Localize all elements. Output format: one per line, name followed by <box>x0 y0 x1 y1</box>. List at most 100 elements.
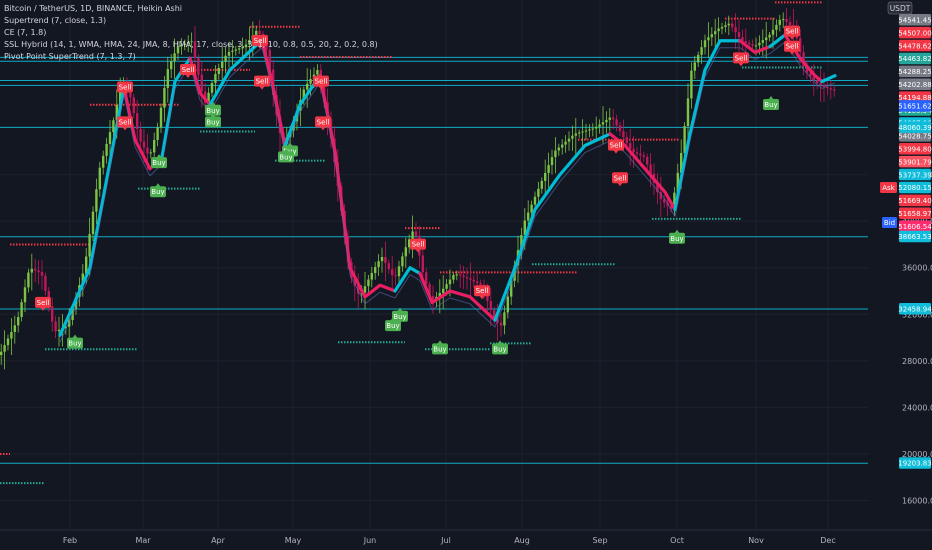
ssl-band <box>769 41 786 54</box>
price-tag-label: 54194.88 <box>898 94 931 102</box>
price-tag <box>899 181 931 194</box>
signal-label: Sell <box>119 118 132 126</box>
price-tag <box>899 302 931 315</box>
ssl-baseline <box>673 39 742 212</box>
candle-body <box>686 98 690 127</box>
x-tick-label: Dec <box>820 536 835 545</box>
candle-body <box>714 31 717 35</box>
price-tag-label: 51651.62 <box>898 103 931 111</box>
signal-label: Sell <box>119 83 132 91</box>
candle-body <box>153 140 156 153</box>
buy-signal <box>151 157 167 169</box>
candle-body <box>564 141 567 145</box>
x-tick-label: Oct <box>670 536 684 545</box>
candle-body <box>605 119 608 123</box>
candle-body <box>571 135 574 139</box>
signal-label: Buy <box>393 313 406 321</box>
price-tag <box>899 52 931 65</box>
price-tag <box>899 457 931 469</box>
price-tag <box>899 91 931 103</box>
signal-label: Sell <box>476 287 489 295</box>
signal-label: Sell <box>317 118 330 126</box>
ssl-baseline <box>738 39 772 54</box>
candle-body <box>448 279 452 285</box>
candle-body <box>622 131 625 138</box>
candle-body <box>782 18 785 20</box>
candle-body <box>822 85 826 88</box>
candle-body <box>414 231 418 236</box>
price-tag-label: 51658.97 <box>898 210 931 218</box>
sell-signal <box>313 75 329 87</box>
candle-body <box>95 189 98 212</box>
candle-body <box>363 286 367 293</box>
signal-label: Buy <box>206 107 219 115</box>
candle-body <box>374 267 377 274</box>
candle-body <box>156 127 159 141</box>
candle-body <box>676 172 679 193</box>
candle-body <box>370 273 373 280</box>
candle-body <box>489 301 492 311</box>
ssl-band <box>674 47 740 217</box>
buy-signal <box>278 151 294 163</box>
candle-body <box>459 274 462 276</box>
signal-label: Sell <box>614 174 627 182</box>
signal-label: Buy <box>386 322 399 330</box>
candle-body <box>397 266 401 277</box>
currency-badge <box>887 1 913 15</box>
candle-body <box>741 37 744 42</box>
price-tag <box>899 194 931 207</box>
candle-body <box>584 130 588 132</box>
price-tag-label: 48060.39 <box>898 124 931 132</box>
candle-body <box>54 321 57 332</box>
candle-body <box>578 132 581 134</box>
price-tag <box>899 230 931 243</box>
candle-body <box>108 132 112 144</box>
price-tag <box>899 14 931 26</box>
sell-signal <box>612 172 628 184</box>
candle-body <box>445 284 448 289</box>
x-tick-label: Apr <box>211 536 226 545</box>
candle-body <box>166 69 169 88</box>
candle-body <box>163 87 166 108</box>
candle-body <box>761 40 764 43</box>
candle-body <box>40 272 44 276</box>
price-tag-label: 53737.39 <box>898 171 931 179</box>
candle-body <box>214 74 217 83</box>
candle-body <box>105 143 108 156</box>
candle-body <box>595 126 598 129</box>
currency-label: USDT <box>890 4 911 13</box>
candle-body <box>377 261 380 268</box>
candle-body <box>690 70 693 99</box>
candle-body <box>744 41 747 43</box>
candle-body <box>27 272 30 288</box>
candle-body <box>727 23 730 26</box>
candle-body <box>227 51 231 56</box>
signal-label: Sell <box>610 142 623 150</box>
candle-body <box>102 155 105 168</box>
candle-body <box>510 280 513 297</box>
sell-signal <box>254 75 270 87</box>
candle-body <box>183 43 186 45</box>
bid-label: Bid <box>884 219 895 227</box>
sell-signal <box>608 139 624 151</box>
candle-body <box>520 235 523 251</box>
price-tag-label: 54288.25 <box>898 68 931 76</box>
x-tick-label: May <box>285 536 302 545</box>
candle-body <box>17 317 20 326</box>
buy-signal <box>205 104 221 116</box>
candle-body <box>812 76 815 81</box>
ssl-baseline <box>820 74 837 84</box>
y-tick-label: 36000.00 <box>902 264 932 273</box>
candle-body <box>465 277 469 279</box>
candle-body <box>3 345 6 352</box>
price-tag-label: 54541.45 <box>898 17 931 25</box>
signal-label: Sell <box>786 28 799 36</box>
candle-body <box>10 331 13 339</box>
price-tag-label: 54507.00 <box>898 29 931 37</box>
candle-body <box>608 117 611 120</box>
signal-label: Buy <box>670 235 683 243</box>
sell-signal <box>35 296 51 308</box>
candle-body <box>258 30 261 34</box>
